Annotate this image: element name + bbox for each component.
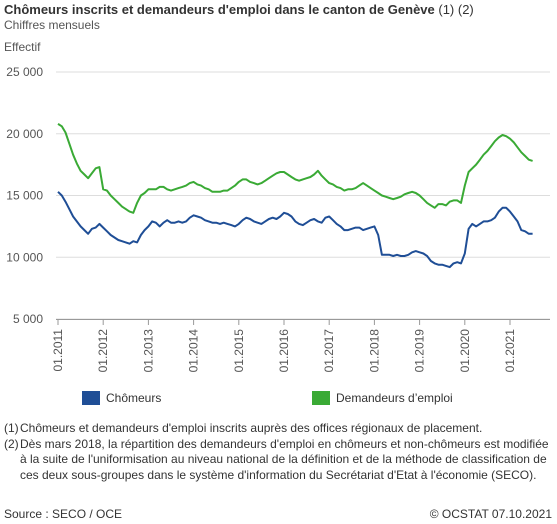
legend-swatch-demandeurs <box>312 391 330 405</box>
y-tick-label: 5 000 <box>13 312 43 326</box>
y-axis-label: Effectif <box>4 40 41 54</box>
legend-label-demandeurs: Demandeurs d’emploi <box>336 391 453 405</box>
footnote-1: (1) Chômeurs et demandeurs d'emploi insc… <box>4 421 554 437</box>
chart-subtitle: Chiffres mensuels <box>4 18 100 32</box>
x-tick-label: 01.2020 <box>458 329 472 373</box>
legend-label-chomeurs: Chômeurs <box>106 391 162 405</box>
footnote-2-mark: (2) <box>4 436 19 451</box>
y-tick-label: 20 000 <box>6 127 43 141</box>
footnote-2-text: Dès mars 2018, la répartition des demand… <box>20 436 549 482</box>
source-note: Source : SECO / OCE <box>4 507 123 521</box>
y-tick-labels: 5 000 10 000 15 000 20 000 25 000 <box>6 65 43 326</box>
x-tick-label: 01.2014 <box>187 329 201 373</box>
x-axis: 01.2011 01.2012 01.2013 01.2014 01.2015 01.20… <box>51 319 550 372</box>
chart-title-notes: (1) (2) <box>434 2 474 17</box>
grid-lines <box>56 71 550 320</box>
x-tick-label: 01.2021 <box>503 329 517 373</box>
series-lines <box>57 123 533 269</box>
x-tick-label: 01.2012 <box>96 329 110 373</box>
footnotes: (1) Chômeurs et demandeurs d'emploi insc… <box>4 421 554 483</box>
y-tick-label: 10 000 <box>6 250 43 264</box>
x-tick-label: 01.2018 <box>367 329 381 373</box>
x-tick-label: 01.2017 <box>322 329 336 373</box>
y-tick-label: 15 000 <box>6 189 43 203</box>
legend-swatch-chomeurs <box>82 391 100 405</box>
y-tick-label: 25 000 <box>6 65 43 79</box>
copyright-note: © OCSTAT 07.10.2021 <box>429 507 552 521</box>
chart-title-main: Chômeurs inscrits et demandeurs d'emploi… <box>4 2 435 17</box>
series-line-demandeurs <box>57 123 533 214</box>
footnote-1-text: Chômeurs et demandeurs d'emploi inscrits… <box>20 421 483 435</box>
x-tick-label: 01.2015 <box>232 329 246 373</box>
series-line-chomeurs <box>57 191 533 269</box>
chart-title: Chômeurs inscrits et demandeurs d'emploi… <box>4 2 474 17</box>
footnote-2: (2) Dès mars 2018, la répartition des de… <box>4 437 554 484</box>
x-tick-label: 01.2019 <box>413 329 427 373</box>
legend-item-demandeurs[interactable]: Demandeurs d’emploi <box>312 389 453 407</box>
x-tick-label: 01.2011 <box>51 329 65 372</box>
legend-item-chomeurs[interactable]: Chômeurs <box>82 389 161 407</box>
footnote-1-mark: (1) <box>4 421 19 435</box>
x-tick-label: 01.2016 <box>277 329 291 373</box>
x-tick-label: 01.2013 <box>141 329 155 373</box>
